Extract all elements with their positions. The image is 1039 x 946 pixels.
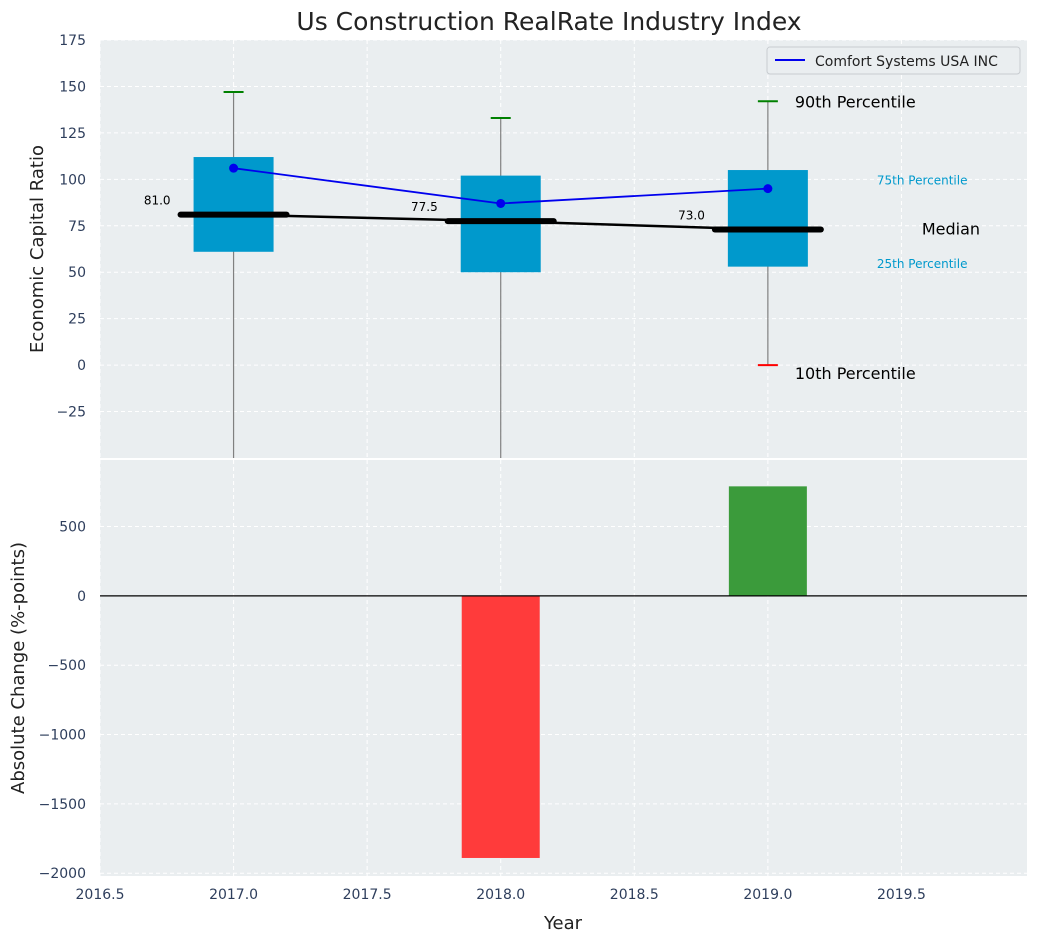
chart-title: Us Construction RealRate Industry Index (296, 7, 801, 36)
top-ytick-label: 100 (59, 172, 86, 188)
bottom-ytick-label: −2000 (39, 866, 86, 882)
median-value-label: 81.0 (144, 194, 171, 208)
company-series-point (763, 184, 773, 194)
bottom-ytick-label: 500 (59, 520, 86, 536)
company-series-point (229, 163, 239, 173)
xtick-label: 2018.5 (610, 887, 659, 903)
top-y-axis-label: Economic Capital Ratio (27, 145, 48, 353)
x-axis-label: Year (543, 913, 583, 934)
bottom-ytick-label: −1000 (39, 728, 86, 744)
top-ytick-label: 50 (68, 265, 86, 281)
bottom-plot-background (100, 460, 1027, 876)
bottom-ytick-label: −1500 (39, 797, 86, 813)
top-ytick-label: 175 (59, 33, 86, 49)
xtick-label: 2017.0 (209, 887, 258, 903)
top-ytick-label: −25 (56, 405, 86, 421)
annotation-median: Median (922, 219, 980, 238)
bottom-ytick-label: −500 (48, 658, 86, 674)
top-ytick-label: 0 (77, 358, 86, 374)
xtick-label: 2016.5 (76, 887, 125, 903)
annotation-p25: 25th Percentile (877, 257, 968, 271)
xtick-label: 2018.0 (476, 887, 525, 903)
bottom-y-axis-label: Absolute Change (%-points) (8, 542, 29, 794)
top-ytick-label: 25 (68, 312, 86, 328)
xtick-label: 2017.5 (343, 887, 392, 903)
annotation-p90: 90th Percentile (795, 92, 916, 111)
change-bar (728, 486, 807, 596)
xtick-label: 2019.0 (743, 887, 792, 903)
top-ytick-label: 150 (59, 79, 86, 95)
legend-box (766, 46, 1021, 75)
xtick-label: 2019.5 (877, 887, 926, 903)
bottom-ytick-label: 0 (77, 589, 86, 605)
legend-label: Comfort Systems USA INC (815, 54, 998, 70)
change-bar (461, 595, 540, 858)
annotation-p10: 10th Percentile (795, 364, 916, 383)
top-ytick-label: 75 (68, 219, 86, 235)
top-ytick-label: 125 (59, 126, 86, 142)
iqr-box (193, 157, 274, 252)
median-value-label: 77.5 (411, 200, 438, 214)
median-value-label: 73.0 (678, 208, 705, 222)
annotation-p75: 75th Percentile (877, 173, 968, 187)
company-series-point (496, 198, 506, 208)
